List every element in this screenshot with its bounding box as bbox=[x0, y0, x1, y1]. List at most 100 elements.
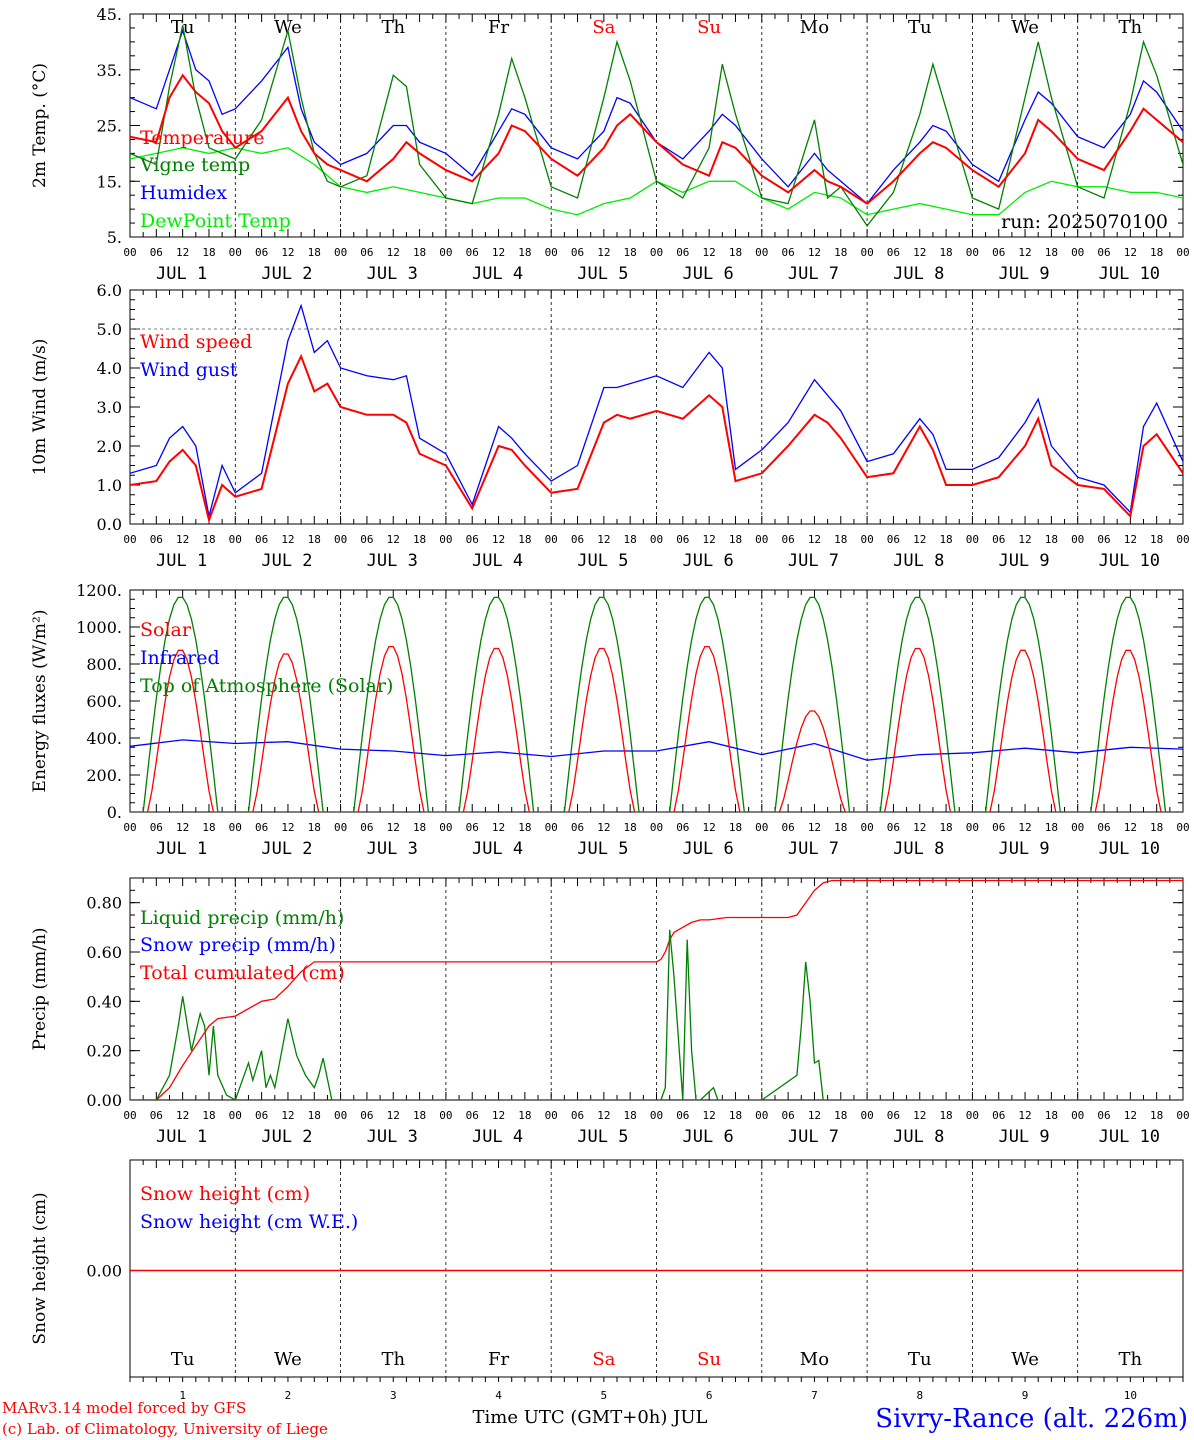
day-name-label: Fr bbox=[488, 17, 509, 38]
hour-tick-label: 12 bbox=[387, 1109, 400, 1122]
hour-tick-label: 06 bbox=[255, 821, 268, 834]
hour-tick-label: 00 bbox=[545, 533, 558, 546]
hour-tick-label: 12 bbox=[1124, 821, 1137, 834]
date-label: JUL 6 bbox=[683, 551, 734, 571]
date-label: JUL 8 bbox=[893, 1127, 944, 1147]
hour-tick-label: 12 bbox=[1018, 821, 1031, 834]
hour-tick-label: 18 bbox=[202, 533, 215, 546]
y-tick-label: 35. bbox=[97, 61, 122, 80]
hour-tick-label: 00 bbox=[123, 246, 136, 259]
hour-tick-label: 12 bbox=[281, 821, 294, 834]
hour-tick-label: 12 bbox=[913, 1109, 926, 1122]
hour-tick-label: 00 bbox=[755, 246, 768, 259]
y-tick-label: 800. bbox=[86, 655, 122, 674]
day-name-label: Tu bbox=[908, 1349, 932, 1370]
hour-tick-label: 18 bbox=[834, 246, 847, 259]
hour-tick-label: 12 bbox=[1018, 1109, 1031, 1122]
y-tick-label: 3.0 bbox=[97, 398, 122, 417]
hour-tick-label: 18 bbox=[308, 533, 321, 546]
series-line-vigne-temp bbox=[130, 25, 1183, 227]
panel-temperature: 5. 15. 25. 35. 45. 2m Temp. (°C) 00 06 12 18 JUL 1… bbox=[30, 5, 1190, 284]
hour-tick-label: 12 bbox=[1124, 533, 1137, 546]
day-name-label: Su bbox=[697, 17, 721, 38]
hour-tick-label: 06 bbox=[571, 246, 584, 259]
hour-tick-label: 00 bbox=[1071, 533, 1084, 546]
series-line-top-of-atmosphere-solar- bbox=[130, 596, 1183, 812]
hour-tick-label: 18 bbox=[202, 246, 215, 259]
hour-tick-label: 00 bbox=[860, 1109, 873, 1122]
hour-tick-label: 06 bbox=[571, 1109, 584, 1122]
hour-tick-label: 18 bbox=[729, 533, 742, 546]
panel-snow: 0.00 Snow height (cm) Tu We Th Fr Sa Su Mo Tu We Th… bbox=[30, 1159, 1184, 1402]
hour-tick-label: 00 bbox=[755, 1109, 768, 1122]
panel-energy: 0. 200. 400. 600. 800. 1000. 1200. Energy fluxe… bbox=[30, 581, 1190, 859]
hour-tick-label: 18 bbox=[1150, 246, 1163, 259]
legend-entry: Snow precip (mm/h) bbox=[140, 934, 336, 956]
hour-tick-label: 06 bbox=[150, 821, 163, 834]
date-label: JUL 1 bbox=[156, 1127, 207, 1147]
hour-tick-label: 06 bbox=[992, 1109, 1005, 1122]
hour-tick-label: 18 bbox=[1045, 1109, 1058, 1122]
hour-tick-label: 18 bbox=[308, 821, 321, 834]
hour-tick-label: 00 bbox=[229, 821, 242, 834]
date-label: JUL 6 bbox=[683, 839, 734, 859]
hour-tick-label: 00 bbox=[123, 821, 136, 834]
hour-tick-label: 06 bbox=[887, 246, 900, 259]
day-name-label: Tu bbox=[908, 17, 932, 38]
hour-tick-label: 00 bbox=[755, 533, 768, 546]
y-tick-label: 2.0 bbox=[97, 437, 122, 456]
day-number-label: 9 bbox=[1022, 1389, 1029, 1402]
y-tick-label: 4.0 bbox=[97, 359, 122, 378]
hour-tick-label: 12 bbox=[176, 246, 189, 259]
hour-tick-label: 00 bbox=[439, 533, 452, 546]
legend-entry: Humidex bbox=[140, 182, 227, 204]
date-label: JUL 7 bbox=[788, 1127, 839, 1147]
day-name-label: Th bbox=[1119, 1349, 1143, 1370]
legend-entry: Vigne temp bbox=[139, 154, 250, 176]
day-name-label: Su bbox=[697, 1349, 721, 1370]
date-label: JUL 8 bbox=[893, 839, 944, 859]
hour-tick-label: 18 bbox=[1150, 1109, 1163, 1122]
hour-tick-label: 12 bbox=[703, 1109, 716, 1122]
legend-entry: Temperature bbox=[140, 127, 264, 149]
date-label: JUL 5 bbox=[577, 1127, 628, 1147]
y-axis-title: Precip (mm/h) bbox=[30, 927, 50, 1050]
hour-tick-label: 06 bbox=[150, 1109, 163, 1122]
day-name-label: Mo bbox=[800, 1349, 829, 1370]
hour-tick-label: 18 bbox=[518, 821, 531, 834]
y-tick-label: 0. bbox=[107, 803, 122, 822]
hour-tick-label: 18 bbox=[939, 821, 952, 834]
day-name-label: We bbox=[1011, 1349, 1039, 1370]
day-number-label: 2 bbox=[285, 1389, 292, 1402]
hour-tick-label: 18 bbox=[308, 246, 321, 259]
day-name-label: Fr bbox=[488, 1349, 509, 1370]
hour-tick-label: 12 bbox=[808, 821, 821, 834]
hour-tick-label: 06 bbox=[360, 533, 373, 546]
day-number-label: 1 bbox=[179, 1389, 186, 1402]
hour-tick-label: 00 bbox=[334, 1109, 347, 1122]
day-number-label: 5 bbox=[601, 1389, 608, 1402]
hour-tick-label: 00 bbox=[1176, 533, 1189, 546]
date-label: JUL 8 bbox=[893, 264, 944, 284]
hour-tick-label: 06 bbox=[782, 533, 795, 546]
panel-precip: 0.00 0.20 0.40 0.60 0.80 Precip (mm/h) 00 06 12 1… bbox=[30, 877, 1190, 1147]
hour-tick-label: 12 bbox=[281, 533, 294, 546]
y-tick-label: 200. bbox=[86, 766, 122, 785]
series-line-wind-gust bbox=[130, 303, 1183, 517]
hour-tick-label: 06 bbox=[887, 1109, 900, 1122]
date-label: JUL 3 bbox=[367, 264, 418, 284]
series-line-solar bbox=[130, 645, 1183, 812]
hour-tick-label: 06 bbox=[1097, 533, 1110, 546]
hour-tick-label: 00 bbox=[966, 821, 979, 834]
hour-tick-label: 00 bbox=[334, 821, 347, 834]
hour-tick-label: 06 bbox=[1097, 1109, 1110, 1122]
legend-entry: Solar bbox=[140, 619, 192, 641]
hour-tick-label: 18 bbox=[202, 821, 215, 834]
hour-tick-label: 06 bbox=[150, 246, 163, 259]
hour-tick-label: 00 bbox=[123, 533, 136, 546]
hour-tick-label: 18 bbox=[834, 1109, 847, 1122]
hour-tick-label: 06 bbox=[360, 246, 373, 259]
legend-entry: DewPoint Temp bbox=[140, 210, 291, 232]
date-label: JUL 8 bbox=[893, 551, 944, 571]
hour-tick-label: 00 bbox=[860, 246, 873, 259]
